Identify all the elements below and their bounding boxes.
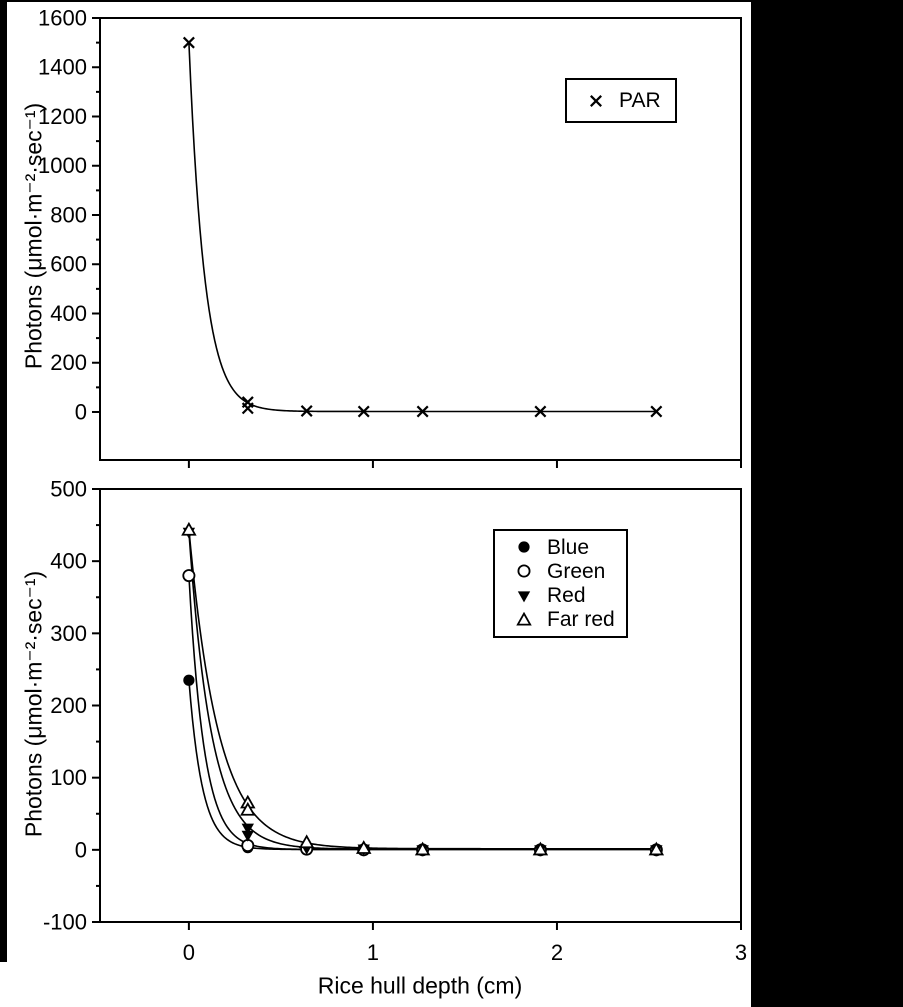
circle-open-marker-icon (182, 569, 196, 583)
legend-label: Green (547, 559, 606, 583)
x-tick-label: 2 (551, 940, 563, 965)
x-tick-label: 3 (735, 940, 747, 965)
y-tick-label: 500 (50, 477, 87, 502)
top-panel-plot: 0 200 400 600 800 1000 1200 1400 1600 (38, 6, 742, 468)
legend-row: Far red (495, 609, 626, 630)
x-axis-label: Rice hull depth (cm) (317, 972, 523, 999)
legend-label: PAR (619, 89, 661, 112)
triangle-up-open-marker-icon (298, 834, 315, 849)
y-tick-label: -100 (43, 910, 87, 935)
triangle-down-filled-marker-icon (517, 591, 531, 603)
par-points (182, 36, 663, 418)
y-tick-label: 400 (50, 301, 87, 326)
y-tick-label: 0 (75, 399, 87, 424)
legend-wavebands: Blue Green Red Far red (493, 529, 628, 638)
top-panel-y-axis-label: Photons (μmol·m⁻²·sec⁻¹) (20, 102, 47, 370)
triangle-down-filled-marker-icon (241, 823, 254, 835)
circle-filled-marker-icon (518, 541, 530, 553)
y-tick-label: 0 (75, 837, 87, 862)
blue-fit-curve (188, 679, 657, 851)
triangle-up-open-marker-icon (355, 840, 372, 854)
y-tick-label: 300 (50, 621, 87, 646)
legend-row: Red (495, 585, 626, 606)
legend-row: Blue (495, 537, 626, 558)
legend-row: Green (495, 561, 626, 582)
legend-par: PAR (565, 78, 677, 123)
triangle-up-open-marker-icon (516, 611, 532, 626)
y-tick-label: 600 (50, 252, 87, 277)
y-tick-label: 200 (50, 693, 87, 718)
y-tick-label: 1600 (38, 6, 87, 31)
frame-bar-right (751, 0, 903, 1007)
x-axis-ticks (187, 460, 742, 468)
x-marker-icon (590, 94, 602, 107)
y-tick-label: 200 (50, 350, 87, 375)
triangle-up-open-marker-icon (181, 521, 197, 536)
triangle-up-open-marker-icon (414, 841, 431, 856)
bottom-panel-y-axis-label: Photons (μmol·m⁻²·sec⁻¹) (20, 570, 47, 838)
bottom-panel-plot: -100 0 100 200 300 400 500 0 1 2 3 (43, 477, 747, 966)
frame-bar-top (0, 0, 903, 2)
plot-border (99, 488, 742, 923)
x-tick-label: 0 (183, 940, 195, 965)
y-tick-label: 100 (50, 765, 87, 790)
x-axis-ticks: 0 1 2 3 (183, 922, 747, 965)
far-red-marker-icon (516, 611, 532, 626)
x-tick-label: 1 (367, 940, 379, 965)
triangle-up-open-marker-icon (240, 801, 256, 816)
circle-open-marker-icon (517, 564, 531, 578)
y-tick-label: 1400 (38, 55, 87, 80)
legend-label: Red (547, 584, 586, 608)
y-axis-ticks: -100 0 100 200 300 400 500 (43, 477, 100, 935)
triangle-down-filled-marker-icon (241, 830, 254, 842)
legend-row: PAR (567, 90, 675, 111)
green-marker-icon (517, 564, 531, 578)
y-tick-label: 1000 (38, 153, 87, 178)
triangle-up-open-marker-icon (648, 841, 665, 856)
y-tick-label: 800 (50, 202, 87, 227)
x-marker-icon (534, 405, 547, 418)
x-marker-icon (357, 405, 370, 418)
blue-points (183, 674, 662, 856)
frame-bar-left (0, 0, 7, 962)
x-marker-icon (300, 405, 313, 417)
y-axis-ticks: 0 200 400 600 800 1000 1200 1400 1600 (38, 6, 100, 424)
legend-label: Far red (547, 608, 615, 632)
par-marker-icon (590, 94, 602, 107)
x-marker-icon (241, 402, 254, 415)
legend-label: Blue (547, 535, 590, 559)
x-marker-icon (416, 405, 429, 418)
y-tick-label: 1200 (38, 104, 87, 129)
triangle-up-open-marker-icon (532, 841, 549, 856)
red-marker-icon (517, 591, 531, 603)
y-tick-label: 400 (50, 549, 87, 574)
x-marker-icon (182, 36, 195, 49)
circle-filled-marker-icon (183, 674, 195, 686)
blue-marker-icon (518, 541, 530, 553)
x-marker-icon (650, 405, 663, 418)
far-red-points (181, 521, 665, 856)
